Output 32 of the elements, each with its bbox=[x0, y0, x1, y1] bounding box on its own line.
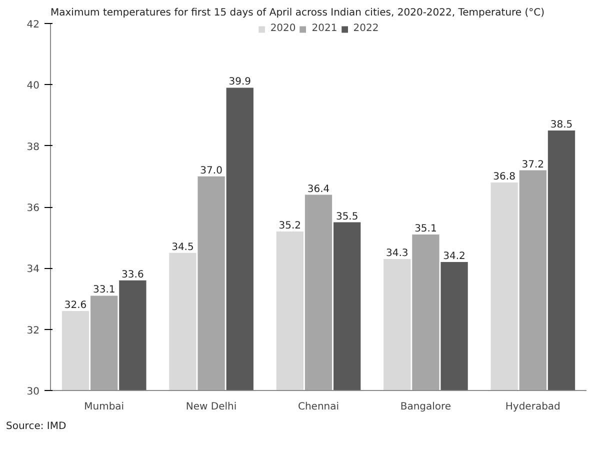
x-tick-label: New Delhi bbox=[186, 402, 237, 412]
text: 35.2 bbox=[278, 220, 302, 232]
x-tick-label: Hyderabad bbox=[505, 402, 560, 412]
x-tick-label: Mumbai bbox=[84, 402, 124, 412]
text: 37.2 bbox=[522, 159, 544, 170]
legend-label: 2021 bbox=[312, 23, 338, 34]
legend-label: 2022 bbox=[353, 23, 379, 34]
text: 34.3 bbox=[386, 248, 408, 259]
y-tick-label: 30 bbox=[26, 386, 40, 398]
source-note: Source: IMD bbox=[6, 420, 66, 434]
text: 34.2 bbox=[443, 251, 466, 262]
text: 37.0 bbox=[200, 165, 222, 176]
text: 36.8 bbox=[493, 172, 516, 183]
text: 34.5 bbox=[172, 242, 194, 253]
x-tick-label: Bangalore bbox=[400, 402, 452, 412]
text: 35.1 bbox=[414, 224, 437, 235]
y-tick-label: 34 bbox=[26, 264, 40, 276]
text: 33.1 bbox=[92, 284, 116, 296]
text: 33.6 bbox=[122, 269, 144, 280]
text: 39.9 bbox=[228, 76, 252, 88]
legend-label: 2020 bbox=[270, 23, 296, 34]
text: 32.6 bbox=[64, 300, 87, 311]
y-tick-label: 40 bbox=[26, 80, 40, 92]
text: 35.5 bbox=[336, 211, 358, 222]
chart-title: Maximum temperatures for first 15 days of April across Indian cities, 2020-2022, Temperature (°C) bbox=[50, 8, 545, 18]
y-tick-label: 42 bbox=[26, 20, 40, 30]
text: 38.5 bbox=[550, 120, 573, 131]
y-tick-label: 38 bbox=[26, 142, 40, 153]
x-tick-label: Chennai bbox=[298, 402, 340, 412]
text: 36.4 bbox=[307, 184, 330, 195]
y-tick-label: 32 bbox=[26, 325, 40, 336]
y-tick-label: 36 bbox=[26, 203, 40, 214]
